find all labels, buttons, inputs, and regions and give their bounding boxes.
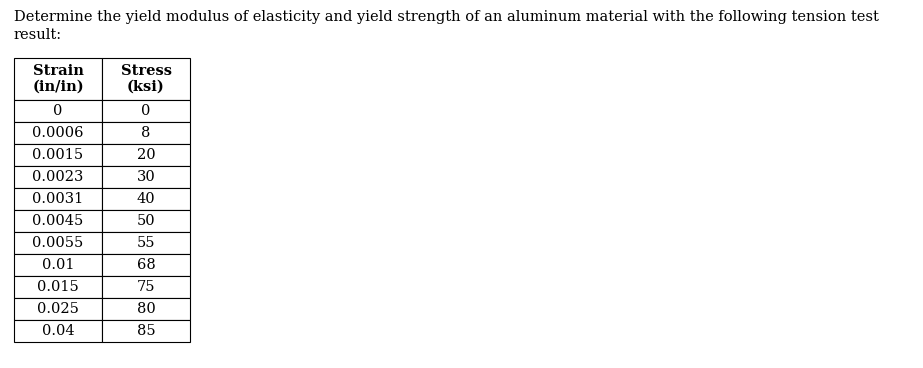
Text: Stress
(ksi): Stress (ksi) (121, 64, 172, 94)
Text: 0.0045: 0.0045 (32, 214, 84, 228)
Text: 0.04: 0.04 (42, 324, 75, 338)
Text: 0.0055: 0.0055 (32, 236, 84, 250)
Text: 0.025: 0.025 (37, 302, 79, 316)
Text: Strain
(in/in): Strain (in/in) (32, 64, 84, 94)
Text: 75: 75 (137, 280, 155, 294)
Text: 0.0015: 0.0015 (32, 148, 84, 162)
Text: result:: result: (14, 28, 62, 42)
Text: 0.0031: 0.0031 (32, 192, 84, 206)
Text: 30: 30 (137, 170, 155, 184)
Text: 80: 80 (137, 302, 155, 316)
Text: 85: 85 (137, 324, 155, 338)
Text: 0.0023: 0.0023 (32, 170, 84, 184)
Text: Determine the yield modulus of elasticity and yield strength of an aluminum mate: Determine the yield modulus of elasticit… (14, 10, 879, 24)
Text: 0.01: 0.01 (42, 258, 74, 272)
Text: 0: 0 (141, 104, 150, 118)
Text: 8: 8 (141, 126, 150, 140)
Text: 0.0006: 0.0006 (32, 126, 84, 140)
Text: 20: 20 (137, 148, 155, 162)
Text: 40: 40 (137, 192, 155, 206)
Text: 50: 50 (137, 214, 155, 228)
Text: 68: 68 (137, 258, 155, 272)
Text: 55: 55 (137, 236, 155, 250)
Text: 0.015: 0.015 (37, 280, 78, 294)
Text: 0: 0 (54, 104, 63, 118)
